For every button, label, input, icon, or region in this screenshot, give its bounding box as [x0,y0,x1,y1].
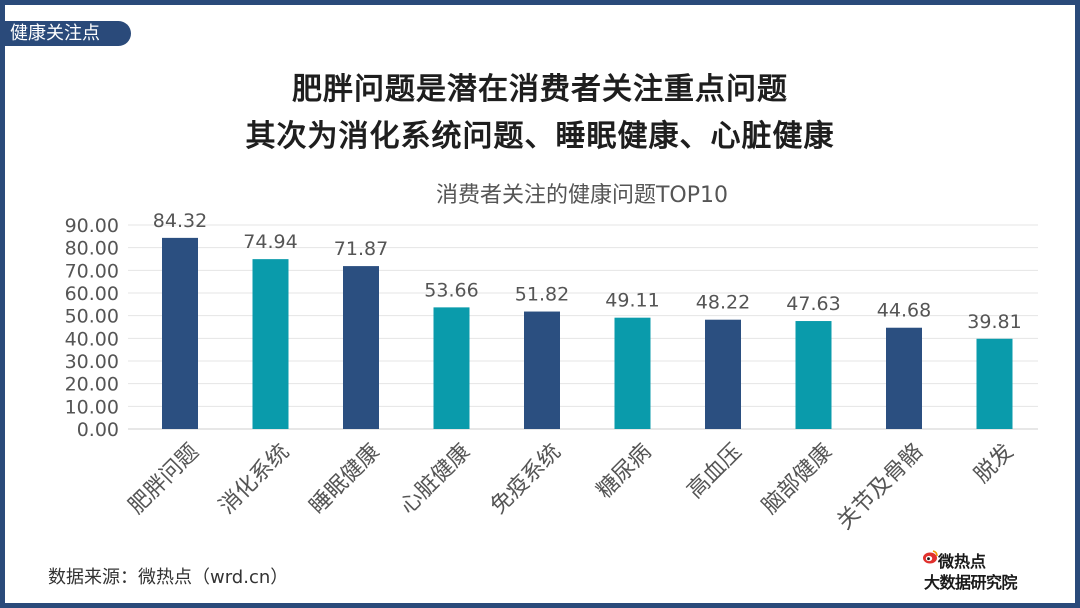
bar [524,311,560,429]
x-tick-label: 消化系统 [215,439,295,519]
value-label: 48.22 [696,292,750,314]
logo-text-top: 微热点 [938,552,987,571]
y-tick-label: 70.00 [65,260,119,282]
x-tick-label: 糖尿病 [592,439,656,503]
value-label: 39.81 [967,311,1021,333]
bars [162,237,1013,429]
value-label: 74.94 [243,231,297,253]
x-tick-label: 免疫系统 [486,439,566,519]
bar [343,266,379,429]
chart-title: 消费者关注的健康问题TOP10 [436,183,728,208]
y-tick-label: 30.00 [65,351,119,373]
weibo-eye-icon [923,550,938,564]
bar [614,317,651,429]
y-tick-label: 90.00 [65,215,119,237]
headline-line-1: 肥胖问题是潜在消费者关注重点问题 [292,72,788,107]
headline-line-2: 其次为消化系统问题、睡眠健康、心脏健康 [245,119,835,154]
bar [705,319,741,429]
brand-logo: 微热点 大数据研究院 [922,547,1047,592]
value-label: 84.32 [153,210,207,232]
value-label: 71.87 [334,238,388,260]
value-label: 44.68 [877,300,931,322]
bar [795,321,832,429]
x-tick-label: 关节及骨骼 [833,439,928,534]
value-labels: 84.32 74.94 71.87 53.66 51.82 49.11 48.22 47.63… [153,210,1022,333]
x-tick-label: 脑部健康 [758,439,838,519]
y-tick-label: 0.00 [77,419,119,441]
y-tick-label: 80.00 [65,238,119,260]
y-tick-label: 20.00 [65,374,119,396]
y-tick-label: 40.00 [65,328,119,350]
y-tick-label: 50.00 [65,306,119,328]
bar [162,237,198,429]
value-label: 53.66 [424,279,478,301]
x-tick-label: 肥胖问题 [124,439,204,519]
y-tick-label: 10.00 [65,396,119,418]
section-tag: 健康关注点 [5,21,131,46]
y-axis: 0.0010.0020.0030.0040.0050.0060.0070.008… [65,215,119,441]
logo-text-bottom: 大数据研究院 [924,573,1018,592]
data-source: 数据来源：微热点（wrd.cn） [48,567,289,588]
bar [976,338,1013,429]
bar [433,307,470,429]
bar [252,259,289,429]
value-label: 47.63 [786,293,840,315]
value-label: 51.82 [515,284,569,306]
y-tick-label: 60.00 [65,283,119,305]
x-tick-label: 睡眠健康 [305,439,385,519]
x-tick-label: 心脏健康 [396,439,476,519]
x-tick-label: 高血压 [683,439,747,503]
value-label: 49.11 [605,290,659,312]
bar [886,327,922,429]
x-tick-label: 脱发 [970,439,1019,488]
